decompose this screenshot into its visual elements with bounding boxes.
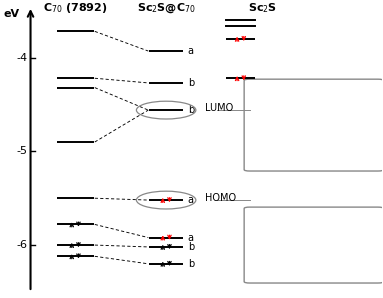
Text: Sc$_2$S: Sc$_2$S xyxy=(248,1,277,15)
Text: b: b xyxy=(188,105,194,115)
FancyBboxPatch shape xyxy=(244,79,383,171)
Text: -4: -4 xyxy=(16,53,28,63)
Text: a: a xyxy=(188,195,194,205)
Text: LUMO: LUMO xyxy=(205,103,233,113)
Text: b: b xyxy=(188,259,194,269)
Text: eV: eV xyxy=(3,9,20,19)
Text: -6: -6 xyxy=(16,240,28,250)
Text: C$_{70}$ (7892): C$_{70}$ (7892) xyxy=(43,1,107,15)
Text: HOMO: HOMO xyxy=(205,193,236,203)
Text: b: b xyxy=(188,78,194,88)
Text: a: a xyxy=(188,46,194,56)
Text: Sc$_2$S@C$_{70}$: Sc$_2$S@C$_{70}$ xyxy=(137,1,195,15)
FancyBboxPatch shape xyxy=(244,207,383,283)
Text: -5: -5 xyxy=(16,146,28,156)
Text: a: a xyxy=(188,232,194,243)
Text: b: b xyxy=(188,242,194,252)
